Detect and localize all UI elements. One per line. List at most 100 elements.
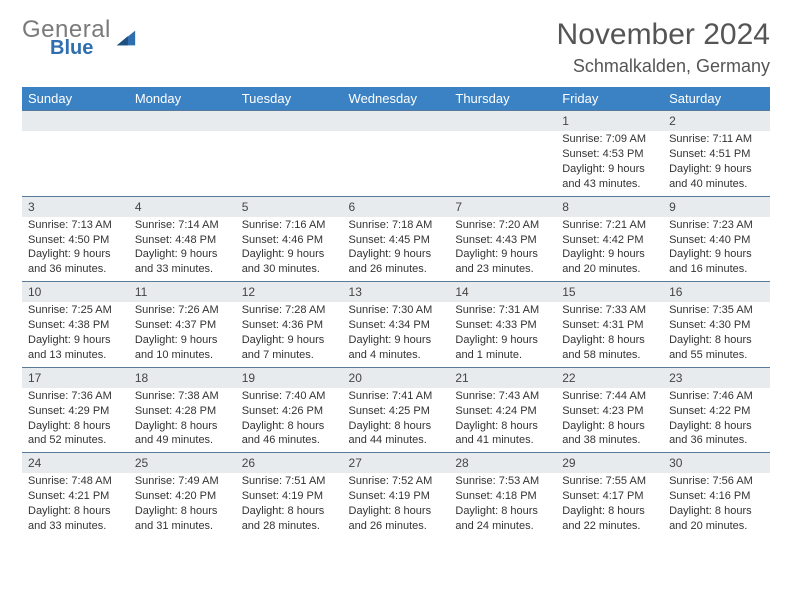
- day-header: Sunday: [22, 87, 129, 111]
- day-details: Sunrise: 7:20 AMSunset: 4:43 PMDaylight:…: [449, 217, 556, 281]
- daylight-text: Daylight: 8 hours and 28 minutes.: [242, 504, 337, 534]
- sunset-text: Sunset: 4:40 PM: [669, 233, 764, 248]
- sunset-text: Sunset: 4:45 PM: [349, 233, 444, 248]
- calendar-cell: 8Sunrise: 7:21 AMSunset: 4:42 PMDaylight…: [556, 196, 663, 282]
- daylight-text: Daylight: 8 hours and 44 minutes.: [349, 419, 444, 449]
- title-block: November 2024 Schmalkalden, Germany: [557, 18, 770, 77]
- calendar-cell: 14Sunrise: 7:31 AMSunset: 4:33 PMDayligh…: [449, 282, 556, 368]
- day-details: Sunrise: 7:09 AMSunset: 4:53 PMDaylight:…: [556, 131, 663, 195]
- day-details: Sunrise: 7:49 AMSunset: 4:20 PMDaylight:…: [129, 473, 236, 537]
- calendar-cell: 13Sunrise: 7:30 AMSunset: 4:34 PMDayligh…: [343, 282, 450, 368]
- daylight-text: Daylight: 8 hours and 36 minutes.: [669, 419, 764, 449]
- sunset-text: Sunset: 4:29 PM: [28, 404, 123, 419]
- day-number: 24: [22, 453, 129, 473]
- daylight-text: Daylight: 9 hours and 43 minutes.: [562, 162, 657, 192]
- daylight-text: Daylight: 8 hours and 41 minutes.: [455, 419, 550, 449]
- day-header: Thursday: [449, 87, 556, 111]
- day-number: 28: [449, 453, 556, 473]
- day-details: Sunrise: 7:38 AMSunset: 4:28 PMDaylight:…: [129, 388, 236, 452]
- calendar-page: General Blue November 2024 Schmalkalden,…: [0, 0, 792, 548]
- sunrise-text: Sunrise: 7:31 AM: [455, 303, 550, 318]
- sunrise-text: Sunrise: 7:46 AM: [669, 389, 764, 404]
- day-number: 19: [236, 368, 343, 388]
- calendar-cell: 5Sunrise: 7:16 AMSunset: 4:46 PMDaylight…: [236, 196, 343, 282]
- day-number: 25: [129, 453, 236, 473]
- sunrise-text: Sunrise: 7:21 AM: [562, 218, 657, 233]
- day-number: 11: [129, 282, 236, 302]
- day-number: 10: [22, 282, 129, 302]
- calendar-week: 24Sunrise: 7:48 AMSunset: 4:21 PMDayligh…: [22, 453, 770, 538]
- day-details: Sunrise: 7:53 AMSunset: 4:18 PMDaylight:…: [449, 473, 556, 537]
- sunset-text: Sunset: 4:34 PM: [349, 318, 444, 333]
- day-details: Sunrise: 7:11 AMSunset: 4:51 PMDaylight:…: [663, 131, 770, 195]
- sunrise-text: Sunrise: 7:16 AM: [242, 218, 337, 233]
- sunset-text: Sunset: 4:31 PM: [562, 318, 657, 333]
- sunset-text: Sunset: 4:43 PM: [455, 233, 550, 248]
- sunrise-text: Sunrise: 7:44 AM: [562, 389, 657, 404]
- day-details: Sunrise: 7:33 AMSunset: 4:31 PMDaylight:…: [556, 302, 663, 366]
- sunset-text: Sunset: 4:20 PM: [135, 489, 230, 504]
- day-number: 5: [236, 197, 343, 217]
- calendar-cell: 28Sunrise: 7:53 AMSunset: 4:18 PMDayligh…: [449, 453, 556, 538]
- day-number: 21: [449, 368, 556, 388]
- sunset-text: Sunset: 4:19 PM: [349, 489, 444, 504]
- day-number: 30: [663, 453, 770, 473]
- sunrise-text: Sunrise: 7:23 AM: [669, 218, 764, 233]
- day-number: 8: [556, 197, 663, 217]
- day-number: 7: [449, 197, 556, 217]
- day-details: [343, 131, 450, 136]
- day-header: Friday: [556, 87, 663, 111]
- day-number: 18: [129, 368, 236, 388]
- daylight-text: Daylight: 9 hours and 7 minutes.: [242, 333, 337, 363]
- calendar-cell: 11Sunrise: 7:26 AMSunset: 4:37 PMDayligh…: [129, 282, 236, 368]
- sunrise-text: Sunrise: 7:11 AM: [669, 132, 764, 147]
- day-number: 29: [556, 453, 663, 473]
- sunset-text: Sunset: 4:50 PM: [28, 233, 123, 248]
- calendar-cell: 27Sunrise: 7:52 AMSunset: 4:19 PMDayligh…: [343, 453, 450, 538]
- day-details: Sunrise: 7:23 AMSunset: 4:40 PMDaylight:…: [663, 217, 770, 281]
- calendar-table: SundayMondayTuesdayWednesdayThursdayFrid…: [22, 87, 770, 538]
- sunset-text: Sunset: 4:38 PM: [28, 318, 123, 333]
- sunrise-text: Sunrise: 7:56 AM: [669, 474, 764, 489]
- sunrise-text: Sunrise: 7:52 AM: [349, 474, 444, 489]
- day-details: Sunrise: 7:36 AMSunset: 4:29 PMDaylight:…: [22, 388, 129, 452]
- sunset-text: Sunset: 4:36 PM: [242, 318, 337, 333]
- calendar-cell: 18Sunrise: 7:38 AMSunset: 4:28 PMDayligh…: [129, 367, 236, 453]
- sunrise-text: Sunrise: 7:40 AM: [242, 389, 337, 404]
- daylight-text: Daylight: 8 hours and 31 minutes.: [135, 504, 230, 534]
- daylight-text: Daylight: 8 hours and 26 minutes.: [349, 504, 444, 534]
- calendar-cell: 17Sunrise: 7:36 AMSunset: 4:29 PMDayligh…: [22, 367, 129, 453]
- day-details: Sunrise: 7:56 AMSunset: 4:16 PMDaylight:…: [663, 473, 770, 537]
- daylight-text: Daylight: 9 hours and 33 minutes.: [135, 247, 230, 277]
- calendar-cell: 2Sunrise: 7:11 AMSunset: 4:51 PMDaylight…: [663, 111, 770, 197]
- calendar-cell: 9Sunrise: 7:23 AMSunset: 4:40 PMDaylight…: [663, 196, 770, 282]
- daylight-text: Daylight: 9 hours and 20 minutes.: [562, 247, 657, 277]
- daylight-text: Daylight: 8 hours and 55 minutes.: [669, 333, 764, 363]
- day-details: Sunrise: 7:48 AMSunset: 4:21 PMDaylight:…: [22, 473, 129, 537]
- day-number: 12: [236, 282, 343, 302]
- day-details: Sunrise: 7:28 AMSunset: 4:36 PMDaylight:…: [236, 302, 343, 366]
- page-title: November 2024: [557, 18, 770, 52]
- calendar-cell: 1Sunrise: 7:09 AMSunset: 4:53 PMDaylight…: [556, 111, 663, 197]
- calendar-week: 17Sunrise: 7:36 AMSunset: 4:29 PMDayligh…: [22, 367, 770, 453]
- sunset-text: Sunset: 4:23 PM: [562, 404, 657, 419]
- daylight-text: Daylight: 8 hours and 38 minutes.: [562, 419, 657, 449]
- daylight-text: Daylight: 8 hours and 49 minutes.: [135, 419, 230, 449]
- sunset-text: Sunset: 4:48 PM: [135, 233, 230, 248]
- calendar-body: 1Sunrise: 7:09 AMSunset: 4:53 PMDaylight…: [22, 111, 770, 538]
- sunset-text: Sunset: 4:33 PM: [455, 318, 550, 333]
- day-details: Sunrise: 7:41 AMSunset: 4:25 PMDaylight:…: [343, 388, 450, 452]
- day-number: [236, 111, 343, 131]
- sunset-text: Sunset: 4:30 PM: [669, 318, 764, 333]
- header-row: General Blue November 2024 Schmalkalden,…: [22, 18, 770, 77]
- brand-logo: General Blue: [22, 18, 137, 58]
- day-number: 9: [663, 197, 770, 217]
- daylight-text: Daylight: 9 hours and 1 minute.: [455, 333, 550, 363]
- day-number: [343, 111, 450, 131]
- sunrise-text: Sunrise: 7:20 AM: [455, 218, 550, 233]
- calendar-cell: 12Sunrise: 7:28 AMSunset: 4:36 PMDayligh…: [236, 282, 343, 368]
- sunrise-text: Sunrise: 7:14 AM: [135, 218, 230, 233]
- sunset-text: Sunset: 4:26 PM: [242, 404, 337, 419]
- sunrise-text: Sunrise: 7:13 AM: [28, 218, 123, 233]
- day-number: 14: [449, 282, 556, 302]
